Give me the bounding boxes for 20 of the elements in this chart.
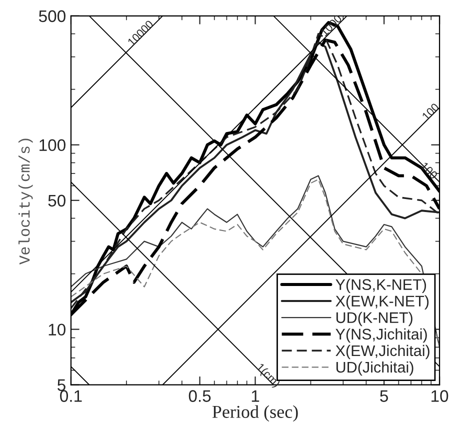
annotation: 100 (420, 162, 438, 180)
legend-label: UD(Jichitai) (336, 361, 414, 376)
y-tick-label: 100 (40, 139, 66, 152)
legend-label: Y(NS,K-NET) (336, 278, 426, 294)
x-axis-title: Period (sec) (212, 405, 298, 422)
y-tick-label: 500 (38, 10, 66, 22)
x-tick-label: 0.1 (60, 390, 82, 402)
legend-label: UD(K-NET) (336, 312, 412, 326)
y-axis-title: Velocity(cm/s) (18, 138, 33, 264)
y-tick-label: 50 (48, 194, 66, 207)
x-tick-label: 10 (432, 390, 448, 402)
legend-label: X(EW,K-NET) (336, 295, 429, 310)
y-tick-label: 10 (48, 324, 66, 336)
x-tick-label: 1 (252, 390, 260, 402)
y-tick-label: 5 (58, 379, 66, 392)
x-tick-label: 5 (380, 390, 388, 402)
legend-label: X(EW,Jichitai) (336, 344, 430, 360)
legend-label: Y(NS,Jichitai) (336, 328, 427, 343)
x-tick-label: 0.5 (188, 390, 211, 402)
annotation: 100 (422, 102, 440, 120)
